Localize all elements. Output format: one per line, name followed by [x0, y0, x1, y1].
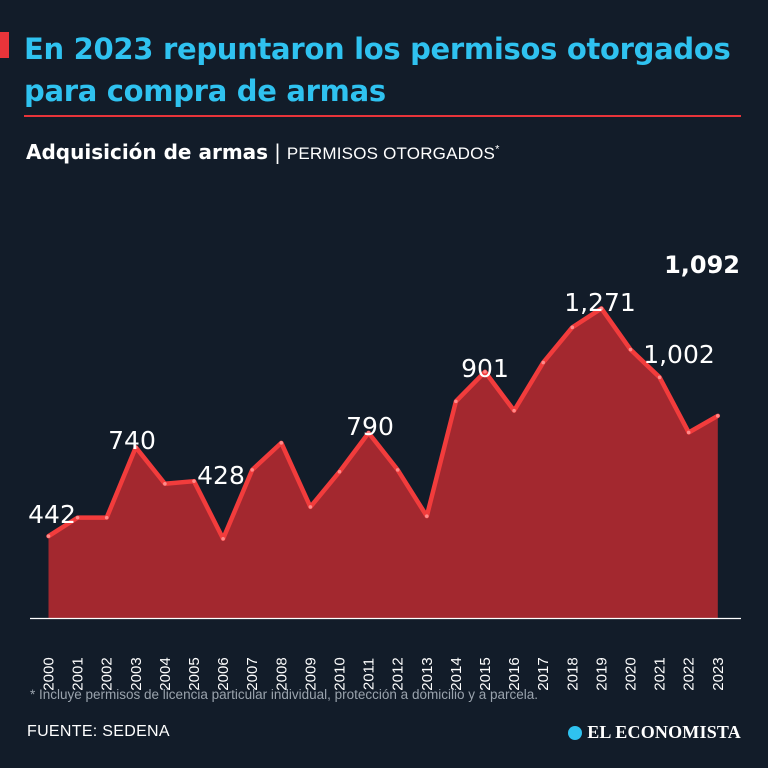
data-point-2023 [716, 414, 720, 418]
data-point-2004 [163, 481, 167, 486]
x-tick-label-2012: 2012 [390, 657, 407, 690]
data-point-2006 [221, 536, 225, 541]
chart-subtitle: Adquisición de armas | PERMISOS OTORGADOS* [26, 140, 500, 164]
x-tick-label-2006: 2006 [215, 657, 232, 690]
x-tick-label-2015: 2015 [477, 657, 494, 690]
x-tick-label-2016: 2016 [506, 657, 523, 690]
data-point-2016 [512, 408, 516, 413]
x-tick-label-2014: 2014 [448, 657, 465, 690]
x-tick-label-2022: 2022 [681, 657, 698, 690]
data-point-2020 [628, 347, 633, 352]
data-point-2021 [657, 375, 662, 380]
x-tick-label-2001: 2001 [70, 657, 87, 690]
x-tick-label-2010: 2010 [332, 657, 349, 690]
data-label-2019: 1,271 [564, 288, 636, 317]
data-point-2018 [570, 325, 575, 330]
data-point-2008 [279, 441, 284, 445]
data-point-2010 [337, 469, 342, 474]
subtitle-footnote-mark: * [495, 143, 500, 156]
x-tick-label-2000: 2000 [41, 657, 58, 690]
area-fill [48, 308, 718, 618]
x-tick-label-2003: 2003 [128, 657, 145, 690]
data-label-2000: 442 [28, 500, 76, 529]
data-point-2000 [46, 534, 51, 538]
data-point-2007 [250, 468, 254, 472]
data-point-2013 [425, 514, 429, 518]
data-point-2003 [134, 445, 138, 450]
data-label-2022: 1,002 [643, 340, 715, 369]
data-point-2015 [483, 369, 487, 374]
data-point-2012 [395, 468, 400, 472]
data-point-2001 [75, 515, 80, 520]
data-point-2022 [686, 430, 691, 435]
x-tick-label-2023: 2023 [710, 657, 727, 690]
data-label-2003: 740 [108, 426, 156, 455]
data-point-2011 [366, 431, 371, 435]
x-tick-label-2004: 2004 [157, 657, 174, 690]
x-tick-label-2018: 2018 [564, 657, 581, 690]
page-title: En 2023 repuntaron los permisos otorgado… [24, 32, 731, 108]
x-tick-label-2007: 2007 [244, 657, 261, 690]
x-tick-label-2019: 2019 [593, 657, 610, 690]
x-tick-label-2020: 2020 [623, 657, 640, 690]
footnote: * Incluye permisos de licencia particula… [30, 687, 538, 702]
subtitle-unit-text: PERMISOS OTORGADOS [286, 144, 496, 163]
x-tick-label-2021: 2021 [652, 657, 669, 690]
subtitle-unit: PERMISOS OTORGADOS* [286, 143, 500, 163]
x-tick-label-2005: 2005 [186, 657, 203, 690]
logo-text: EL ECONOMISTA [587, 722, 741, 742]
title-accent-bar [0, 32, 9, 58]
source-credit: FUENTE: SEDENA [27, 723, 170, 740]
x-tick-label-2002: 2002 [99, 657, 116, 690]
data-point-2019 [599, 306, 604, 311]
data-label-2011: 790 [346, 412, 394, 441]
subtitle-separator: | [274, 140, 281, 164]
data-label-2015: 901 [461, 354, 509, 383]
data-point-2017 [541, 360, 545, 365]
x-tick-label-2017: 2017 [535, 657, 552, 690]
data-point-2009 [308, 505, 313, 509]
title-divider [24, 115, 741, 117]
x-tick-label-2013: 2013 [419, 657, 436, 690]
data-point-2002 [104, 515, 109, 520]
data-point-2005 [192, 479, 196, 483]
x-tick-label-2008: 2008 [273, 657, 290, 690]
data-label-2023: 1,092 [664, 251, 740, 279]
subtitle-bold: Adquisición de armas [26, 140, 269, 164]
data-label-2006: 428 [197, 461, 245, 490]
x-tick-label-2011: 2011 [361, 658, 378, 690]
data-point-2014 [454, 399, 458, 404]
logo-mark-icon [568, 725, 583, 740]
series-line [46, 306, 721, 542]
x-tick-label-2009: 2009 [302, 657, 319, 690]
publisher-logo: EL ECONOMISTA [568, 722, 741, 743]
